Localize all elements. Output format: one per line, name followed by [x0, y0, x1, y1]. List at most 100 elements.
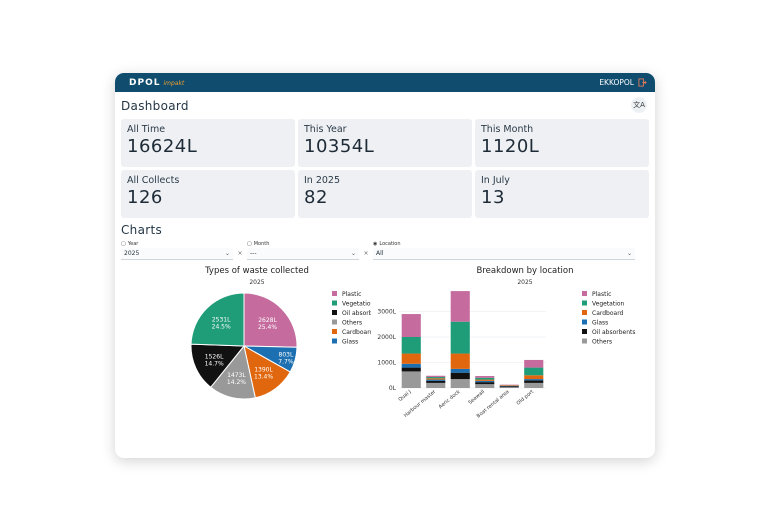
location-select[interactable]: All ⌄	[373, 248, 635, 260]
bar-segment-plastic[interactable]	[524, 359, 544, 368]
x-tick-label: Seawall	[467, 389, 486, 406]
charts-title: Charts	[121, 223, 163, 237]
pie-value-label: 2531L	[212, 316, 231, 323]
legend-item[interactable]: Oil absorbents	[592, 329, 636, 336]
bar-segment-glass[interactable]	[524, 379, 544, 381]
bar-segment-glass[interactable]	[450, 368, 470, 373]
bar-segment-cardboard[interactable]	[524, 375, 544, 380]
filters-bar: ▢ Year 2025 ⌄ × ▢ Month --- ⌄ × ◉ Location Al…	[121, 240, 649, 262]
bar-segment-plastic[interactable]	[401, 314, 421, 337]
bar-segment-oil-absorbents[interactable]	[401, 367, 421, 372]
user-name: EKKOPOL	[599, 78, 634, 87]
pie-percent-label: 14.2%	[227, 379, 246, 386]
bar-segment-oil-absorbents[interactable]	[499, 386, 519, 388]
bar-segment-plastic[interactable]	[450, 291, 470, 322]
legend-item[interactable]: Glass	[592, 320, 608, 327]
legend-swatch	[582, 329, 587, 334]
y-tick-label: 0L	[389, 385, 397, 392]
legend-item[interactable]: Others	[592, 339, 612, 346]
app-logo[interactable]: DPOL impakt	[129, 78, 184, 88]
bar-segment-others[interactable]	[475, 384, 495, 388]
top-bar: DPOL impakt EKKOPOL	[115, 73, 655, 92]
month-filter-label: Month	[253, 241, 270, 247]
bar-segment-cardboard[interactable]	[475, 379, 495, 381]
bar-segment-others[interactable]	[401, 371, 421, 388]
bar-segment-others[interactable]	[499, 387, 519, 388]
bar-segment-cardboard[interactable]	[426, 378, 446, 380]
logout-icon[interactable]	[638, 78, 647, 87]
legend-swatch	[332, 300, 337, 306]
pie-value-label: 2628L	[258, 317, 277, 324]
bar-segment-oil-absorbents[interactable]	[450, 372, 470, 380]
bar-segment-plastic[interactable]	[426, 375, 446, 378]
pie-value-label: 1473L	[227, 372, 246, 379]
bar-chart: Breakdown by location 2025 0L 1000L 2000L 3…	[377, 266, 636, 420]
legend-item[interactable]: Vegetation	[592, 301, 625, 308]
stat-value: 16624L	[127, 136, 198, 157]
legend-item[interactable]: Plastic	[592, 291, 611, 298]
pie-percent-label: 24.5%	[212, 323, 231, 330]
bar-segment-plastic[interactable]	[475, 376, 495, 378]
location-select-value: All	[376, 250, 384, 257]
bar-segment-vegetation[interactable]	[426, 377, 446, 379]
calendar-icon: ▢	[121, 241, 126, 247]
bar-segment-vegetation[interactable]	[524, 367, 544, 376]
page-title: Dashboard	[121, 99, 189, 113]
legend-swatch	[582, 300, 587, 306]
bar-segment-oil-absorbents[interactable]	[426, 380, 446, 383]
pie-slice-vegetation[interactable]	[190, 292, 245, 347]
stat-card-this-month: This Month 1120L	[475, 119, 649, 167]
x-tick-label: Old port	[516, 389, 535, 407]
legend-item[interactable]: Glass	[342, 339, 358, 346]
pie-slice-oil-absorbents[interactable]	[190, 343, 246, 388]
pie-percent-label: 25.4%	[258, 324, 277, 331]
legend-item[interactable]: Cardboard	[592, 310, 624, 317]
legend-item[interactable]: Oil absorbents	[342, 310, 371, 317]
app-window: DPOL impakt EKKOPOL Dashboard 文A All Tim…	[115, 73, 655, 458]
stat-value: 13	[481, 187, 505, 208]
x-tick-label: Quai J	[397, 389, 412, 403]
stat-value: 82	[304, 187, 328, 208]
bar-segment-vegetation[interactable]	[401, 337, 421, 354]
legend-swatch	[582, 319, 587, 325]
bar-segment-cardboard[interactable]	[401, 353, 421, 364]
stat-card-all-time: All Time 16624L	[121, 119, 295, 167]
chevron-down-icon: ⌄	[626, 250, 632, 257]
month-select[interactable]: --- ⌄	[247, 248, 359, 260]
legend-swatch	[332, 329, 337, 334]
pie-slice-plastic[interactable]	[243, 292, 298, 348]
location-pin-icon: ◉	[373, 241, 378, 247]
bar-segment-vegetation[interactable]	[450, 321, 470, 354]
legend-swatch	[582, 310, 587, 315]
bar-chart-subtitle: 2025	[517, 279, 532, 286]
bar-segment-glass[interactable]	[426, 379, 446, 381]
legend-item[interactable]: Others	[342, 320, 362, 327]
stat-label: In July	[481, 175, 510, 186]
y-tick-label: 1000L	[377, 360, 396, 367]
stat-card-this-year: This Year 10354L	[298, 119, 472, 167]
bar-segment-oil-absorbents[interactable]	[475, 382, 495, 385]
bar-segment-glass[interactable]	[401, 363, 421, 368]
bar-segment-glass[interactable]	[475, 380, 495, 383]
bar-segment-oil-absorbents[interactable]	[524, 380, 544, 383]
bar-segment-vegetation[interactable]	[475, 377, 495, 380]
bar-segment-cardboard[interactable]	[450, 353, 470, 369]
bar-segment-others[interactable]	[450, 379, 470, 388]
clear-month-icon[interactable]: ×	[363, 250, 369, 257]
year-select[interactable]: 2025 ⌄	[121, 248, 233, 260]
stat-value: 1120L	[481, 136, 540, 157]
clear-year-icon[interactable]: ×	[237, 250, 243, 257]
bar-segment-others[interactable]	[524, 382, 544, 388]
translate-icon[interactable]: 文A	[631, 97, 647, 113]
legend-swatch	[332, 319, 337, 325]
bar-segment-plastic[interactable]	[499, 384, 519, 386]
legend-swatch	[332, 291, 337, 296]
bar-chart-title: Breakdown by location	[477, 266, 574, 276]
legend-item[interactable]: Cardboard	[342, 329, 371, 336]
legend-item[interactable]: Plastic	[342, 291, 361, 298]
legend-swatch	[332, 338, 337, 344]
bar-segment-cardboard[interactable]	[499, 385, 519, 386]
stat-label: All Time	[127, 124, 166, 135]
bar-segment-others[interactable]	[426, 382, 446, 388]
legend-item[interactable]: Vegetation	[342, 301, 371, 308]
